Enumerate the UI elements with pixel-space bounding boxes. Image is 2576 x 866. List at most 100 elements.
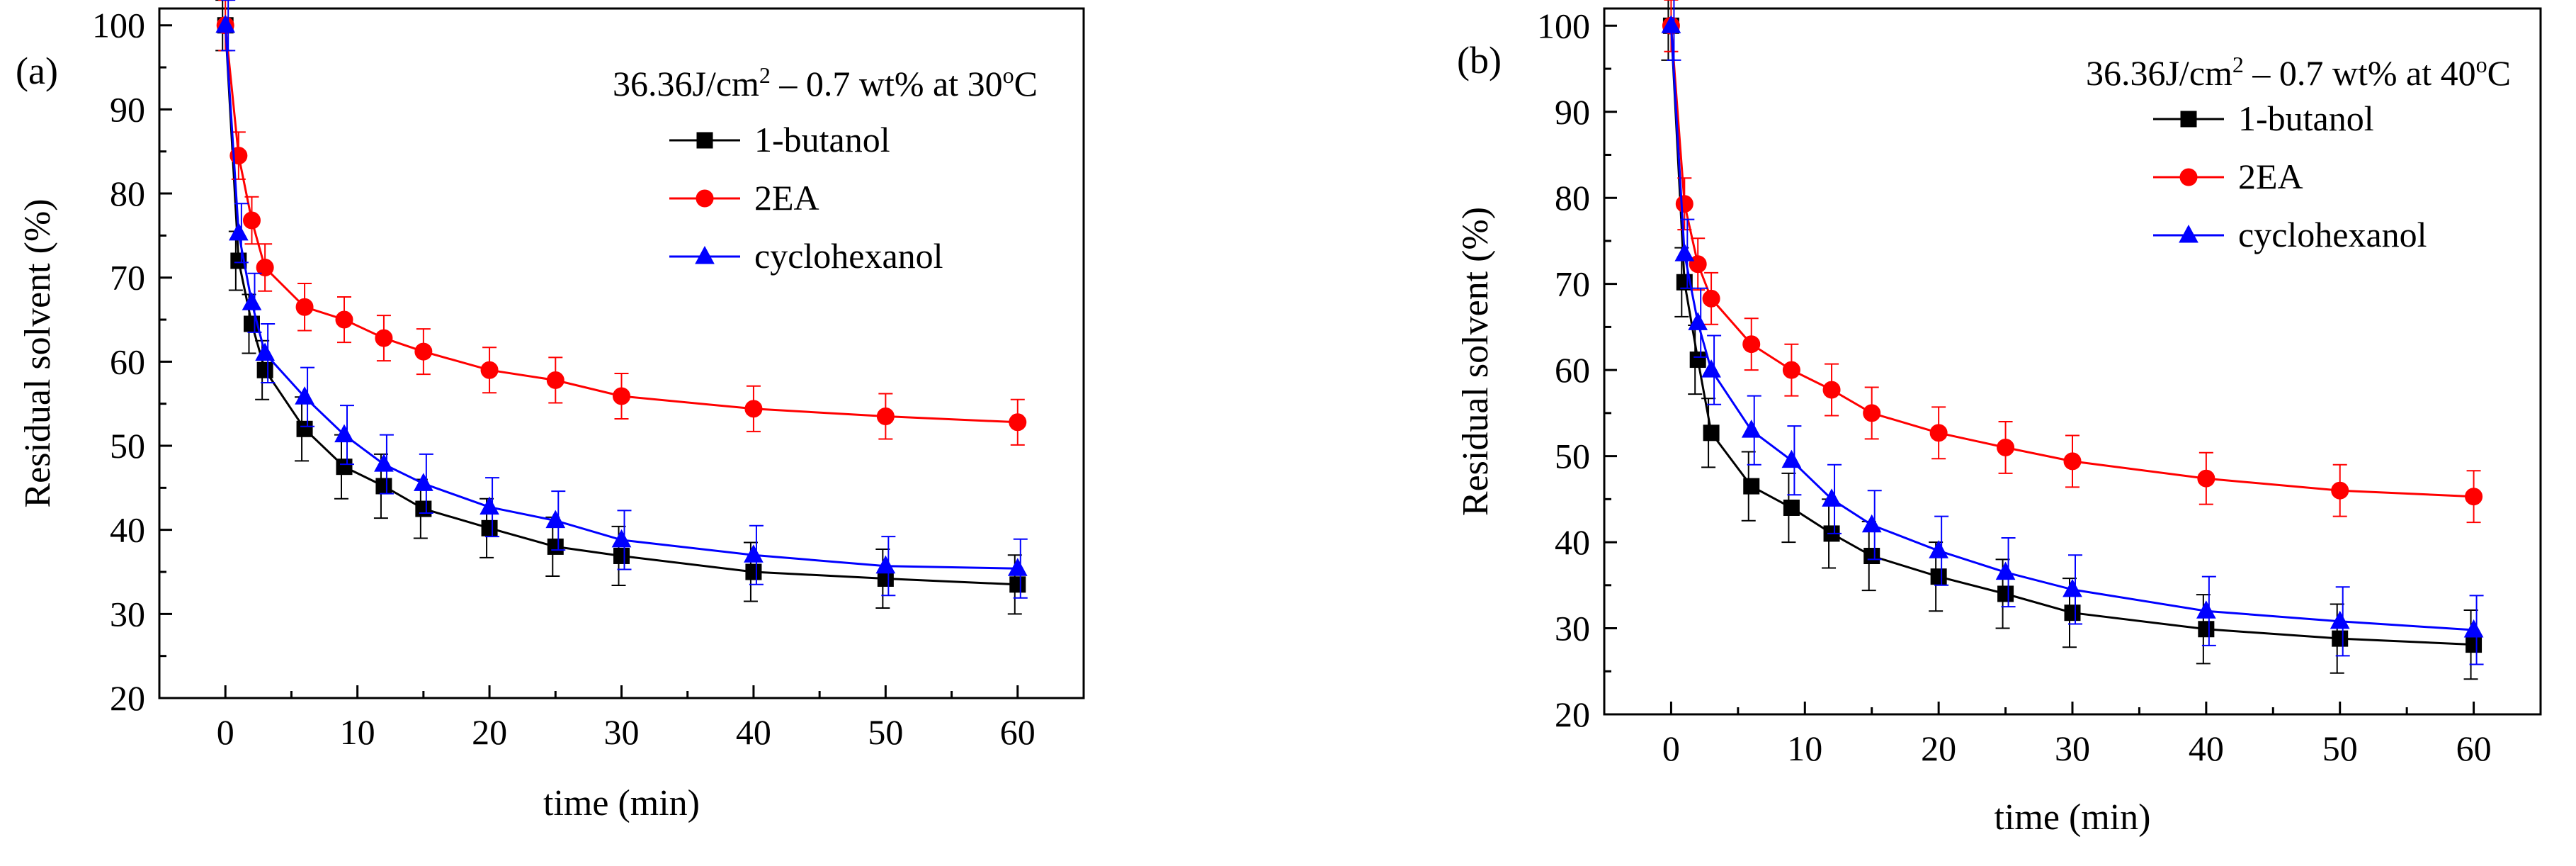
y-tick-label: 100 xyxy=(1537,6,1590,45)
data-point xyxy=(375,329,393,347)
data-point xyxy=(1997,585,2014,602)
data-point xyxy=(336,459,353,476)
data-point xyxy=(1863,404,1881,422)
legend-label: cyclohexanol xyxy=(754,236,943,276)
legend-marker xyxy=(2179,224,2198,243)
panel-a: 0 10 20 30 40 50 60 20 30 40 50 60 70 80 90 100 time (mi… xyxy=(16,0,1085,823)
data-point xyxy=(1675,195,1693,213)
data-point xyxy=(2062,578,2082,597)
data-point xyxy=(295,386,314,405)
data-point xyxy=(1702,289,1720,308)
series-2ea xyxy=(1662,0,2483,524)
data-point xyxy=(2330,610,2350,629)
x-tick-label: 60 xyxy=(2456,729,2492,768)
data-point xyxy=(2332,630,2349,647)
data-point xyxy=(875,555,896,574)
data-point xyxy=(1007,558,1028,576)
data-point xyxy=(215,14,236,33)
y-tick-label: 50 xyxy=(110,426,145,466)
x-tick-label: 60 xyxy=(1000,712,1035,752)
x-tick-label: 10 xyxy=(340,712,375,752)
data-point xyxy=(2465,488,2483,506)
data-point xyxy=(1009,413,1027,432)
data-point xyxy=(2196,600,2216,619)
data-point xyxy=(2198,621,2215,638)
data-point xyxy=(374,454,394,472)
data-point xyxy=(876,407,895,425)
x-tick-label: 0 xyxy=(217,712,234,752)
panel-label: (a) xyxy=(16,50,58,92)
legend-marker xyxy=(696,132,713,149)
y-tick-label: 60 xyxy=(110,342,145,381)
data-point xyxy=(1689,352,1706,369)
x-tick-label: 0 xyxy=(1662,729,1680,768)
data-point xyxy=(545,510,566,529)
y-tick-label: 20 xyxy=(1555,695,1590,734)
data-point xyxy=(1929,540,1948,558)
x-tick-label: 10 xyxy=(1787,729,1822,768)
data-point xyxy=(1782,361,1800,379)
data-point xyxy=(1783,499,1800,516)
data-point xyxy=(1861,514,1882,533)
y-tick-label: 70 xyxy=(110,258,145,298)
y-axis-label: Residual solvent (%) xyxy=(18,198,58,507)
data-point xyxy=(1674,243,1695,262)
data-point xyxy=(1009,576,1026,593)
data-point xyxy=(2064,604,2081,622)
legend-marker xyxy=(2179,168,2198,186)
y-tick-label: 100 xyxy=(92,6,145,45)
data-point xyxy=(2063,452,2082,471)
x-tick-label: 20 xyxy=(472,712,507,752)
legend-label: 1-butanol xyxy=(754,120,890,159)
legend-label: cyclohexanol xyxy=(2238,215,2427,254)
y-tick-label: 30 xyxy=(1555,609,1590,648)
legend-label: 2EA xyxy=(2238,157,2303,196)
data-point xyxy=(1661,15,1681,33)
x-tick-label: 50 xyxy=(868,712,903,752)
data-point xyxy=(744,544,764,563)
data-point xyxy=(613,547,630,564)
legend-marker xyxy=(2180,111,2197,128)
y-tick-label: 40 xyxy=(110,510,145,550)
data-point xyxy=(1741,420,1761,438)
x-tick-label: 50 xyxy=(2322,729,2358,768)
x-axis-label: time (min) xyxy=(1995,797,2151,838)
data-point xyxy=(611,529,632,548)
x-tick-label: 40 xyxy=(736,712,771,752)
legend-marker xyxy=(695,245,715,264)
data-point xyxy=(255,342,275,361)
legend-marker xyxy=(696,189,714,208)
data-point xyxy=(256,361,273,378)
panel-label: (b) xyxy=(1457,39,1502,81)
data-point xyxy=(414,473,433,491)
y-tick-label: 20 xyxy=(110,678,145,718)
data-point xyxy=(256,258,274,276)
data-point xyxy=(1743,478,1760,495)
x-tick-label: 30 xyxy=(604,712,640,752)
data-point xyxy=(1822,381,1841,399)
data-point xyxy=(243,211,261,230)
data-point xyxy=(2331,481,2349,500)
plot-frame xyxy=(158,7,1085,699)
series-cyclohexanol xyxy=(1661,0,2484,665)
data-point xyxy=(335,310,353,329)
data-point xyxy=(1822,488,1842,507)
y-tick-label: 60 xyxy=(1555,350,1590,390)
y-tick-label: 50 xyxy=(1555,437,1590,476)
data-point xyxy=(2463,619,2484,638)
data-point xyxy=(480,496,499,515)
data-point xyxy=(295,298,314,316)
data-point xyxy=(1689,255,1707,274)
data-point xyxy=(415,500,432,517)
data-point xyxy=(375,478,392,495)
panel-b: 0 10 20 30 40 50 60 20 30 40 50 60 70 80 90 100 time (mi… xyxy=(1456,0,2542,838)
data-point xyxy=(1995,561,2016,580)
y-tick-label: 30 xyxy=(110,594,145,634)
data-point xyxy=(1930,568,1947,585)
series-line xyxy=(1669,26,2474,646)
data-point xyxy=(414,342,433,361)
data-point xyxy=(2466,636,2483,653)
data-point xyxy=(242,292,262,310)
condition-annotation: 36.36J/cm2 – 0.7 wt% at 30oC xyxy=(613,62,1038,103)
